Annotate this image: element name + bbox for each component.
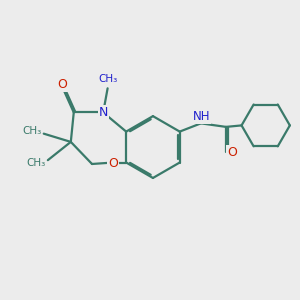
Text: N: N [98, 106, 108, 119]
Text: NH: NH [193, 110, 210, 123]
Text: CH₃: CH₃ [22, 126, 41, 136]
Text: CH₃: CH₃ [99, 74, 118, 84]
Text: CH₃: CH₃ [26, 158, 46, 167]
Text: O: O [57, 78, 67, 91]
Text: O: O [227, 146, 237, 159]
Text: O: O [108, 157, 118, 169]
